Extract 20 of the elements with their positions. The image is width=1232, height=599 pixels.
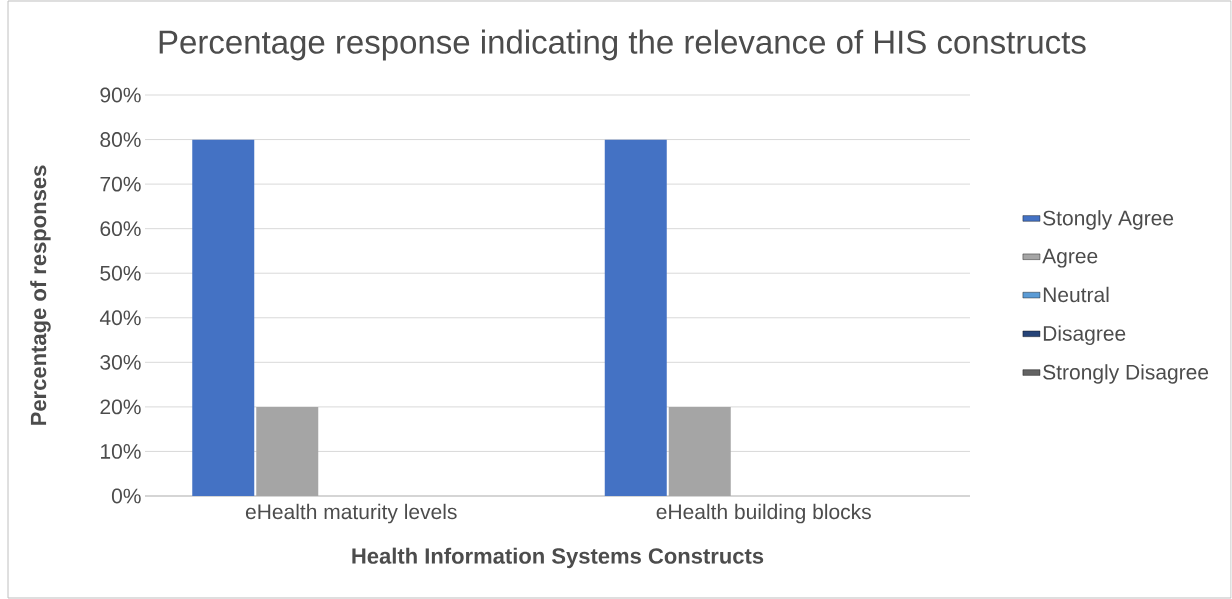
chart-title: Percentage response indicating the relevance of HIS constructs <box>159 29 1086 61</box>
y-tick-label: 0% <box>111 488 141 504</box>
y-tick-label: 40% <box>99 310 141 326</box>
legend-label: Strongly Disagree <box>1043 364 1209 384</box>
y-tick-label: 80% <box>100 132 141 147</box>
x-tick-label: eHealth maturity levels <box>245 503 457 524</box>
legend-label: Stongly Agree <box>1043 210 1174 230</box>
y-tick-label: 20% <box>100 399 141 415</box>
legend-label: Disagree <box>1043 325 1126 346</box>
y-tick-label: 10% <box>101 444 141 459</box>
legend-label: Neutral <box>1043 286 1109 303</box>
y-tick-label: 60% <box>100 221 141 237</box>
y-tick-label: 70% <box>100 176 141 192</box>
y-tick-label: 30% <box>100 354 141 370</box>
y-tick-label: 90% <box>100 87 141 103</box>
legend-label: Agree <box>1042 248 1098 268</box>
y-tick-label: 50% <box>100 265 141 281</box>
y-axis-title: Percentage of responses <box>30 165 51 425</box>
x-axis-title: Health Information Systems Constructs <box>352 547 764 569</box>
x-tick-label: eHealth building blocks <box>656 503 871 524</box>
